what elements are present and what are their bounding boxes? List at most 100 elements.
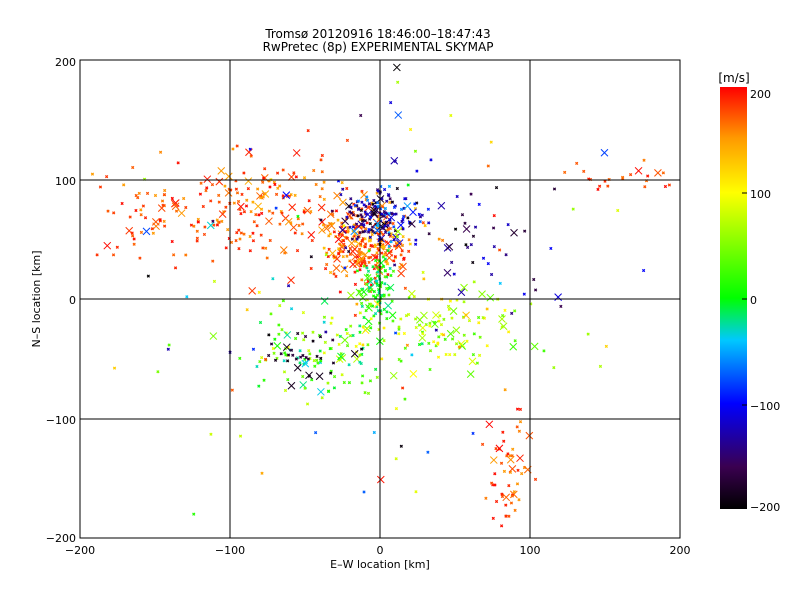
scatter-point bbox=[402, 331, 406, 336]
scatter-point bbox=[390, 200, 394, 204]
scatter-point bbox=[174, 209, 179, 213]
scatter-point bbox=[422, 277, 426, 281]
scatter-point bbox=[571, 207, 575, 211]
scatter-point bbox=[365, 195, 369, 199]
scatter-point bbox=[215, 218, 219, 222]
scatter-point bbox=[457, 345, 462, 349]
scatter-point bbox=[268, 185, 272, 189]
scatter-point bbox=[273, 342, 282, 350]
scatter-point bbox=[359, 208, 363, 213]
scatter-point bbox=[367, 227, 371, 232]
scatter-point bbox=[418, 334, 427, 342]
scatter-point bbox=[291, 353, 295, 357]
scatter-point bbox=[486, 293, 495, 302]
scatter-point bbox=[507, 483, 511, 488]
scatter-point bbox=[376, 475, 385, 484]
scatter-point bbox=[182, 196, 186, 201]
chart-subtitle: RwPretec (8p) EXPERIMENTAL SKYMAP bbox=[263, 40, 494, 54]
scatter-point bbox=[515, 425, 519, 429]
scatter-point bbox=[355, 288, 364, 297]
scatter-point bbox=[382, 326, 386, 330]
scatter-point bbox=[324, 253, 328, 257]
scatter-point bbox=[317, 203, 326, 212]
scatter-point bbox=[492, 245, 496, 249]
scatter-point bbox=[311, 339, 315, 343]
scatter-point bbox=[309, 266, 313, 271]
scatter-point bbox=[513, 508, 517, 512]
scatter-point bbox=[450, 260, 454, 265]
scatter-point bbox=[393, 331, 398, 335]
scatter-point bbox=[642, 158, 646, 162]
scatter-point bbox=[351, 225, 355, 229]
scatter-point bbox=[641, 268, 646, 273]
scatter-point bbox=[383, 206, 388, 211]
scatter-point bbox=[222, 210, 226, 214]
scatter-point bbox=[358, 230, 362, 235]
scatter-point bbox=[471, 353, 476, 357]
scatter-point bbox=[122, 183, 126, 187]
scatter-point bbox=[311, 330, 315, 334]
scatter-point bbox=[362, 203, 366, 207]
scatter-point bbox=[344, 246, 348, 250]
scatter-point bbox=[337, 342, 341, 346]
scatter-point bbox=[667, 183, 671, 187]
scatter-point bbox=[462, 300, 466, 304]
scatter-point bbox=[278, 304, 282, 308]
scatter-point bbox=[498, 281, 502, 286]
scatter-point bbox=[509, 501, 514, 505]
scatter-point bbox=[365, 198, 370, 203]
scatter-point bbox=[357, 257, 362, 261]
scatter-point bbox=[137, 191, 141, 196]
scatter-point bbox=[103, 241, 112, 250]
scatter-point bbox=[160, 199, 165, 203]
scatter-point bbox=[448, 352, 452, 357]
scatter-point bbox=[350, 245, 359, 253]
scatter-point bbox=[391, 319, 395, 323]
scatter-point bbox=[139, 208, 143, 212]
scatter-point bbox=[341, 336, 349, 344]
scatter-point bbox=[375, 261, 380, 265]
colorbar bbox=[720, 87, 747, 509]
scatter-point bbox=[358, 268, 362, 272]
scatter-point bbox=[334, 209, 339, 213]
scatter-point bbox=[504, 503, 508, 507]
scatter-point bbox=[309, 255, 313, 259]
scatter-point bbox=[261, 180, 265, 184]
scatter-point bbox=[421, 270, 425, 275]
scatter-point bbox=[386, 272, 390, 277]
scatter-point bbox=[34, 194, 36, 196]
scatter-point bbox=[330, 209, 334, 213]
scatter-point bbox=[111, 253, 116, 257]
scatter-point bbox=[397, 357, 401, 362]
scatter-point bbox=[196, 220, 200, 224]
scatter-point bbox=[492, 213, 496, 218]
scatter-point bbox=[342, 224, 346, 228]
scatter-point bbox=[403, 197, 407, 201]
scatter-point bbox=[359, 213, 363, 217]
scatter-point bbox=[337, 352, 345, 361]
scatter-point bbox=[397, 269, 405, 278]
scatter-point bbox=[332, 230, 336, 234]
scatter-point bbox=[387, 244, 391, 249]
scatter-point bbox=[426, 450, 430, 454]
scatter-point bbox=[185, 295, 189, 299]
scatter-point bbox=[339, 249, 343, 254]
scatter-point bbox=[387, 293, 391, 297]
scatter-point bbox=[502, 493, 511, 502]
scatter-point bbox=[372, 430, 376, 435]
scatter-point bbox=[654, 169, 662, 177]
scatter-point bbox=[212, 279, 217, 284]
scatter-point bbox=[390, 212, 394, 216]
scatter-point bbox=[392, 244, 397, 248]
scatter-point bbox=[299, 355, 303, 359]
scatter-point bbox=[340, 225, 344, 229]
scatter-point bbox=[254, 202, 262, 211]
scatter-point bbox=[395, 234, 400, 239]
scatter-point bbox=[258, 360, 262, 364]
scatter-point bbox=[184, 205, 188, 210]
scatter-point bbox=[98, 185, 103, 189]
scatter-point bbox=[209, 332, 218, 340]
scatter-point bbox=[497, 447, 501, 451]
scatter-point bbox=[134, 193, 138, 198]
scatter-point bbox=[369, 277, 373, 281]
